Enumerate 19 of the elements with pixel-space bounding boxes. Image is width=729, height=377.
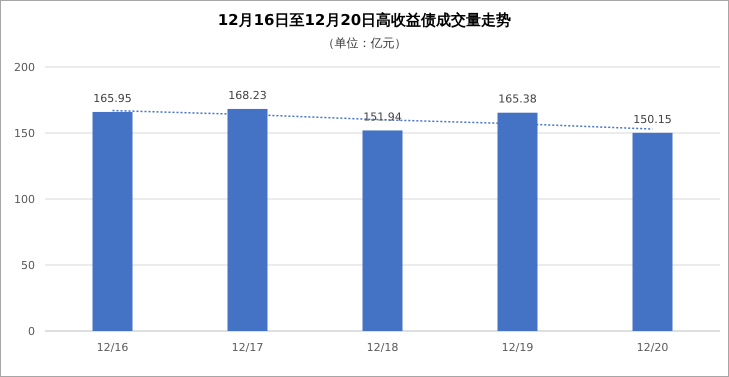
- data-label: 165.95: [93, 92, 132, 105]
- y-tick-label: 100: [14, 193, 35, 206]
- x-tick-label: 12/20: [636, 341, 668, 354]
- x-tick-label: 12/17: [232, 341, 264, 354]
- y-tick-label: 150: [14, 127, 35, 140]
- data-label: 150.15: [633, 112, 672, 126]
- x-tick-label: 12/16: [96, 341, 128, 354]
- data-label: 165.38: [498, 92, 537, 106]
- data-label: 168.23: [228, 88, 267, 102]
- y-tick-label: 200: [14, 61, 35, 74]
- chart-subtitle: （单位：亿元）: [322, 36, 406, 50]
- data-label: 151.94: [363, 110, 402, 124]
- x-tick-label: 12/18: [366, 341, 398, 354]
- chart-title: 12月16日至12月20日高收益债成交量走势: [218, 11, 512, 29]
- x-tick-label: 12/19: [502, 341, 534, 354]
- bar: [632, 132, 672, 331]
- y-tick-label: 0: [28, 325, 35, 338]
- y-tick-label: 50: [21, 259, 35, 272]
- bar: [362, 130, 402, 331]
